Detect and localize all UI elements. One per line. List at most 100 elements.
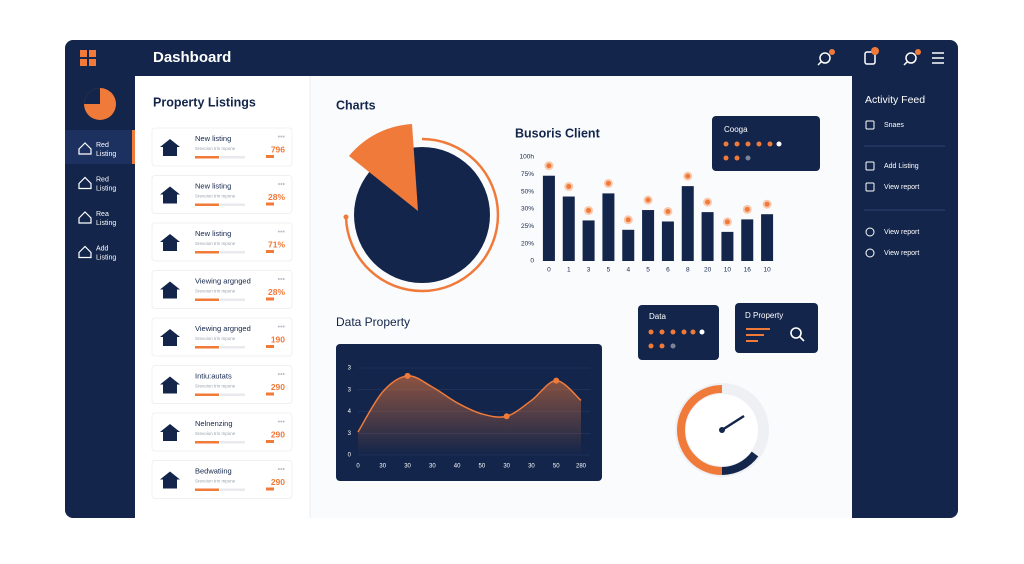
listing-value-bar	[266, 345, 274, 348]
listing-progress	[195, 441, 219, 444]
listing-dots: •••	[278, 229, 286, 236]
logo	[80, 50, 96, 66]
nav-item[interactable]: Rea Listing	[78, 211, 116, 227]
activity-item[interactable]: View report	[865, 227, 919, 237]
activity-label: Snaes	[884, 122, 904, 129]
bar-marker-dot	[605, 180, 611, 186]
bar	[542, 175, 555, 261]
menu-icon[interactable]	[932, 52, 944, 64]
listing-dots: •••	[278, 419, 286, 426]
activity-label: View report	[884, 250, 919, 257]
listing-subtitle: Srevoion trin mpone	[195, 241, 236, 246]
property-card-lines	[746, 328, 770, 342]
x-tick-label: 40	[454, 464, 461, 470]
listing-card[interactable]: Viewing argnged Srevoion trin mpone ••• 28%	[151, 270, 293, 309]
nav-item[interactable]: Add Listing	[78, 245, 116, 261]
bar-marker-dot	[724, 219, 730, 225]
listing-card[interactable]: Bedwatiing Srevoion trin mpone ••• 290	[151, 460, 293, 499]
bar-marker-dot	[586, 207, 592, 213]
bar	[622, 229, 635, 261]
listings-title: Property Listings	[153, 95, 256, 109]
house-icon	[160, 281, 180, 299]
right-sidebar	[852, 76, 958, 518]
gauge	[675, 383, 769, 477]
listing-title: Viewing argnged	[195, 324, 251, 333]
x-tick-label: 30	[404, 464, 411, 470]
listing-subtitle: Srevoion trin mpone	[195, 146, 236, 151]
top-icons	[817, 47, 944, 66]
y-tick-label: 3	[348, 387, 352, 393]
bar-marker-dot	[705, 199, 711, 205]
bar	[741, 219, 754, 261]
nav-item[interactable]: Red Listing	[78, 142, 116, 158]
listing-progress-track	[220, 393, 245, 396]
nav-label: Rea Listing	[96, 211, 116, 227]
x-tick-label: 0	[356, 464, 360, 470]
house-icon	[160, 234, 180, 251]
activity-label: View report	[884, 229, 919, 236]
house-icon	[160, 139, 180, 156]
bar-marker-dot	[665, 208, 671, 214]
listing-progress-track	[220, 203, 245, 206]
x-tick-label: 30	[528, 464, 535, 470]
y-tick-label: 50%	[521, 188, 534, 195]
activity-icon	[865, 161, 875, 171]
x-tick-label: 30	[503, 464, 510, 470]
line-marker	[404, 372, 411, 379]
listing-value: 28%	[268, 192, 285, 202]
listing-progress-track	[220, 251, 245, 254]
bar	[582, 220, 595, 261]
line-chart-title: Data Property	[336, 315, 410, 329]
x-tick-label: 8	[686, 267, 690, 274]
listing-title: New listing	[195, 134, 231, 143]
nav-label-line: Rea	[96, 211, 109, 218]
listing-card[interactable]: New listing Srevoion trin mpone ••• 28%	[151, 175, 293, 214]
listing-value: 71%	[268, 239, 285, 249]
listing-title: New listing	[195, 229, 231, 238]
listing-card[interactable]: New listing Srevoion trin mpone ••• 796	[151, 127, 293, 167]
search-icon[interactable]	[790, 327, 805, 342]
listing-value-bar	[266, 487, 274, 491]
activity-item[interactable]: View report	[865, 182, 919, 192]
activity-item[interactable]: View report	[865, 248, 919, 258]
listing-subtitle: Srevoion trin mpone	[195, 431, 236, 436]
listing-value-bar	[266, 202, 274, 206]
listing-progress-track	[220, 488, 245, 491]
listing-card-bg	[151, 412, 293, 452]
bar	[642, 210, 655, 261]
nav-label-line: Red	[96, 176, 109, 183]
activity-item[interactable]: Snaes	[865, 120, 904, 130]
user-icon[interactable]	[819, 52, 831, 64]
line	[357, 375, 582, 433]
listing-card-bg	[151, 460, 293, 499]
listing-progress-track	[220, 346, 245, 349]
activity-icon	[865, 248, 875, 258]
bar	[681, 186, 694, 261]
listing-progress	[195, 298, 219, 301]
listing-card[interactable]: New listing Srevoion trin mpone ••• 71%	[151, 222, 293, 262]
y-tick-label: 3	[348, 366, 352, 372]
activity-item[interactable]: Add Listing	[865, 161, 919, 171]
x-tick-label: 30	[429, 464, 436, 470]
x-tick-label: 50	[553, 464, 560, 470]
bar-marker-dot	[685, 173, 691, 179]
bar-marker-dot	[625, 217, 631, 223]
listing-dots: •••	[278, 371, 286, 378]
listing-card[interactable]: Nelnenzing Srevoion trin mpone ••• 290	[151, 412, 293, 452]
nav-icon	[78, 176, 92, 190]
x-tick-label: 280	[576, 464, 587, 470]
listing-title: Bedwatiing	[195, 466, 232, 475]
profile-icon[interactable]	[905, 52, 917, 64]
house-icon	[160, 424, 180, 441]
listing-card[interactable]: Intiu:autats Srevoion trin mpone ••• 290	[151, 365, 293, 404]
nav-label-line: Listing	[96, 185, 116, 192]
listing-dots: •••	[278, 181, 286, 188]
nav-item[interactable]: Red Listing	[78, 176, 116, 192]
listing-card[interactable]: Viewing argnged Srevoion trin mpone ••• 190	[151, 317, 293, 357]
notification-icon[interactable]	[864, 51, 876, 65]
listing-progress	[195, 346, 219, 349]
listing-value: 290	[271, 382, 285, 392]
x-tick-label: 3	[587, 267, 591, 274]
nav-label: Red Listing	[96, 176, 116, 192]
listing-value: 290	[271, 477, 285, 487]
